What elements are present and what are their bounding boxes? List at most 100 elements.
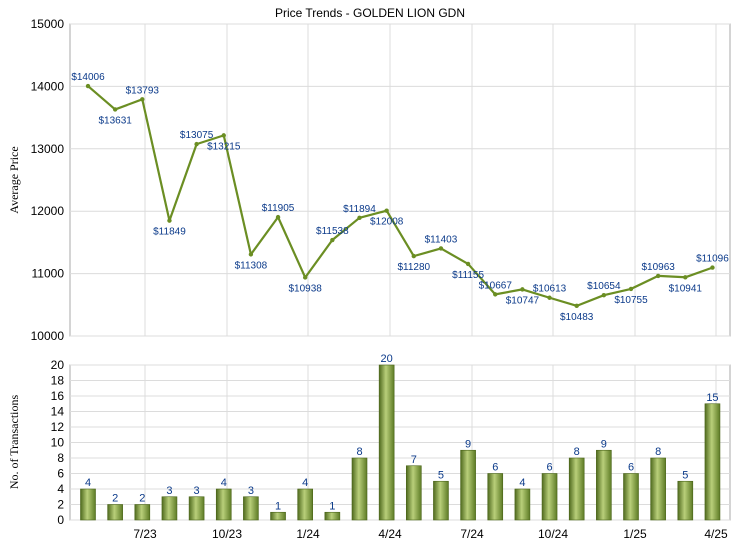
- price-data-label: $10613: [533, 284, 567, 295]
- transactions-data-label: 15: [706, 392, 718, 404]
- transactions-data-label: 5: [682, 469, 688, 481]
- price-y-tick-label: 13000: [31, 142, 65, 156]
- price-axis-label: Average Price: [7, 146, 21, 213]
- price-point: [194, 141, 199, 147]
- transactions-bar: [596, 449, 612, 521]
- transactions-axis-label: No. of Transactions: [7, 395, 21, 490]
- transactions-bar: [704, 403, 721, 521]
- price-point: [275, 214, 281, 220]
- price-point: [683, 275, 688, 280]
- price-data-label: $10938: [289, 283, 323, 294]
- price-data-label: $10963: [641, 262, 675, 273]
- transactions-data-label: 6: [628, 462, 634, 474]
- price-point: [601, 292, 607, 298]
- price-data-label: $13075: [180, 130, 214, 141]
- transactions-bar: [677, 480, 694, 521]
- transactions-data-label: 8: [655, 446, 661, 458]
- price-data-label: $13793: [126, 85, 160, 96]
- price-point: [438, 246, 444, 251]
- price-point: [330, 237, 335, 243]
- price-y-tick-label: 14000: [31, 79, 65, 93]
- transactions-data-label: 8: [356, 446, 362, 458]
- price-point: [520, 287, 525, 292]
- transactions-data-label: 9: [601, 438, 607, 450]
- price-data-label: $11155: [452, 270, 484, 281]
- price-point: [384, 208, 389, 213]
- price-line-panel: 10000 11000 12000 13000 14000 15000 $14006 $136…: [31, 17, 731, 343]
- price-data-label: $10747: [506, 295, 540, 306]
- price-plot-area: [69, 23, 731, 337]
- price-data-label: $13215: [207, 141, 241, 152]
- price-data-label: $10755: [614, 295, 648, 306]
- transactions-bar: [541, 473, 558, 521]
- transactions-bar: [107, 504, 123, 521]
- transactions-bar: [623, 473, 639, 521]
- transactions-bar: [270, 511, 286, 521]
- transactions-data-label: 4: [302, 477, 308, 489]
- x-tick-label: 10/23: [212, 527, 242, 541]
- price-point: [628, 286, 634, 292]
- price-point: [85, 83, 91, 89]
- transactions-bar: [243, 496, 259, 521]
- transactions-data-label: 3: [248, 485, 254, 497]
- x-tick-label: 4/24: [378, 527, 402, 541]
- transactions-y-tick-label: 2: [57, 498, 64, 512]
- price-data-label: $10667: [479, 280, 513, 291]
- price-y-tick-label: 10000: [31, 329, 65, 343]
- transactions-y-tick-label: 20: [51, 358, 65, 372]
- x-tick-label: 1/25: [623, 527, 647, 541]
- transactions-y-tick-label: 18: [51, 374, 65, 388]
- transactions-y-tick-label: 10: [51, 436, 65, 450]
- price-point: [465, 261, 471, 267]
- price-point: [248, 252, 254, 257]
- transactions-y-tick-label: 12: [51, 420, 65, 434]
- transactions-bar: [514, 488, 531, 521]
- transactions-bar: [188, 496, 205, 521]
- transactions-data-label: 4: [519, 477, 525, 489]
- transactions-bar: [324, 511, 341, 521]
- price-point: [357, 215, 362, 221]
- transactions-data-label: 9: [465, 438, 471, 450]
- x-tick-label: 4/25: [704, 527, 728, 541]
- price-point: [112, 107, 118, 112]
- price-point: [710, 265, 715, 270]
- transactions-y-tick-label: 4: [57, 482, 64, 496]
- transactions-bar: [460, 449, 476, 521]
- transactions-data-label: 1: [329, 500, 335, 512]
- transactions-data-label: 6: [546, 462, 552, 474]
- transactions-data-label: 2: [139, 493, 145, 505]
- transactions-bar: [568, 457, 585, 521]
- price-data-label: $11849: [153, 227, 186, 238]
- transactions-data-label: 3: [194, 485, 200, 497]
- price-data-label: $11403: [425, 234, 458, 245]
- transactions-bar: [161, 496, 178, 521]
- price-data-label: $11538: [316, 226, 349, 237]
- transactions-bar: [80, 488, 96, 521]
- price-data-label: $10483: [560, 312, 594, 323]
- transactions-data-label: 3: [166, 485, 172, 497]
- x-tick-label: 7/23: [133, 527, 157, 541]
- price-data-label: $10654: [587, 281, 621, 292]
- price-point: [167, 218, 172, 223]
- transactions-y-tick-label: 6: [57, 467, 64, 481]
- x-tick-label: 7/24: [460, 527, 484, 541]
- price-y-tick-label: 11000: [32, 267, 65, 281]
- x-tick-label: 10/24: [538, 527, 568, 541]
- price-point: [574, 303, 579, 309]
- price-data-label: $11096: [696, 254, 729, 265]
- price-point: [655, 273, 661, 279]
- price-series-line: [87, 85, 713, 307]
- price-y-tick-label: 15000: [31, 17, 65, 31]
- transactions-bar: [650, 457, 666, 521]
- transactions-bar: [378, 364, 395, 521]
- transactions-bar: [487, 473, 504, 521]
- price-point: [303, 275, 308, 280]
- price-data-label: $11905: [262, 203, 295, 214]
- price-data-label: $14006: [71, 72, 105, 83]
- x-tick-label: 1/24: [296, 527, 320, 541]
- transactions-y-tick-label: 8: [57, 451, 64, 465]
- transactions-bar: [215, 488, 232, 521]
- transactions-bar: [297, 488, 314, 521]
